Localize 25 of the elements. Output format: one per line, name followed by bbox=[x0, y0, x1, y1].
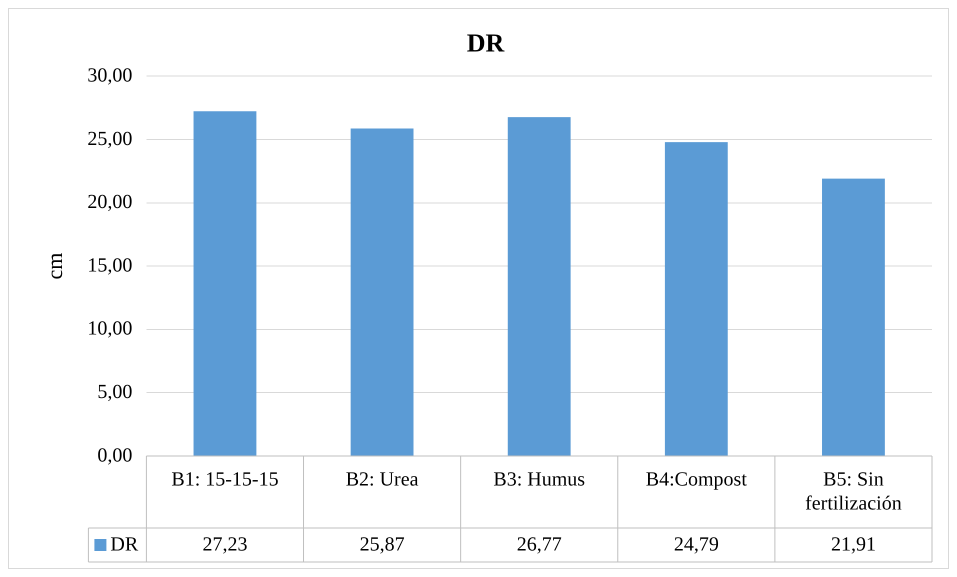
legend-label: DR bbox=[110, 533, 139, 556]
x-tick-label: B3: Humus bbox=[493, 468, 586, 490]
bar bbox=[194, 111, 256, 456]
y-tick-label: 10,00 bbox=[87, 318, 132, 340]
data-label: 24,79 bbox=[674, 533, 719, 556]
x-tick-label: B1: 15-15-15 bbox=[171, 468, 279, 490]
y-axis-title: cm bbox=[42, 252, 67, 280]
bar bbox=[350, 128, 414, 456]
y-tick-label: 0,00 bbox=[97, 444, 132, 466]
x-tick-label: B4:Compost bbox=[646, 468, 748, 490]
data-label: 21,91 bbox=[830, 533, 876, 556]
x-tick-label: B2: Urea bbox=[346, 468, 419, 490]
data-label: 27,23 bbox=[202, 533, 248, 556]
y-tick-label: 5,00 bbox=[97, 380, 132, 403]
y-tick-label: 15,00 bbox=[87, 254, 132, 276]
y-tick-label: 20,00 bbox=[87, 191, 132, 214]
y-tick-label: 25,00 bbox=[87, 128, 132, 150]
chart-title: DR bbox=[466, 28, 504, 58]
data-label: 25,87 bbox=[360, 533, 405, 556]
data-label: 26,77 bbox=[516, 533, 562, 556]
bar bbox=[822, 178, 885, 456]
x-tick-label: B5: Sin fertilización bbox=[805, 468, 902, 514]
y-tick-label: 30,00 bbox=[87, 64, 132, 86]
bar bbox=[508, 117, 571, 456]
bar bbox=[664, 142, 728, 456]
